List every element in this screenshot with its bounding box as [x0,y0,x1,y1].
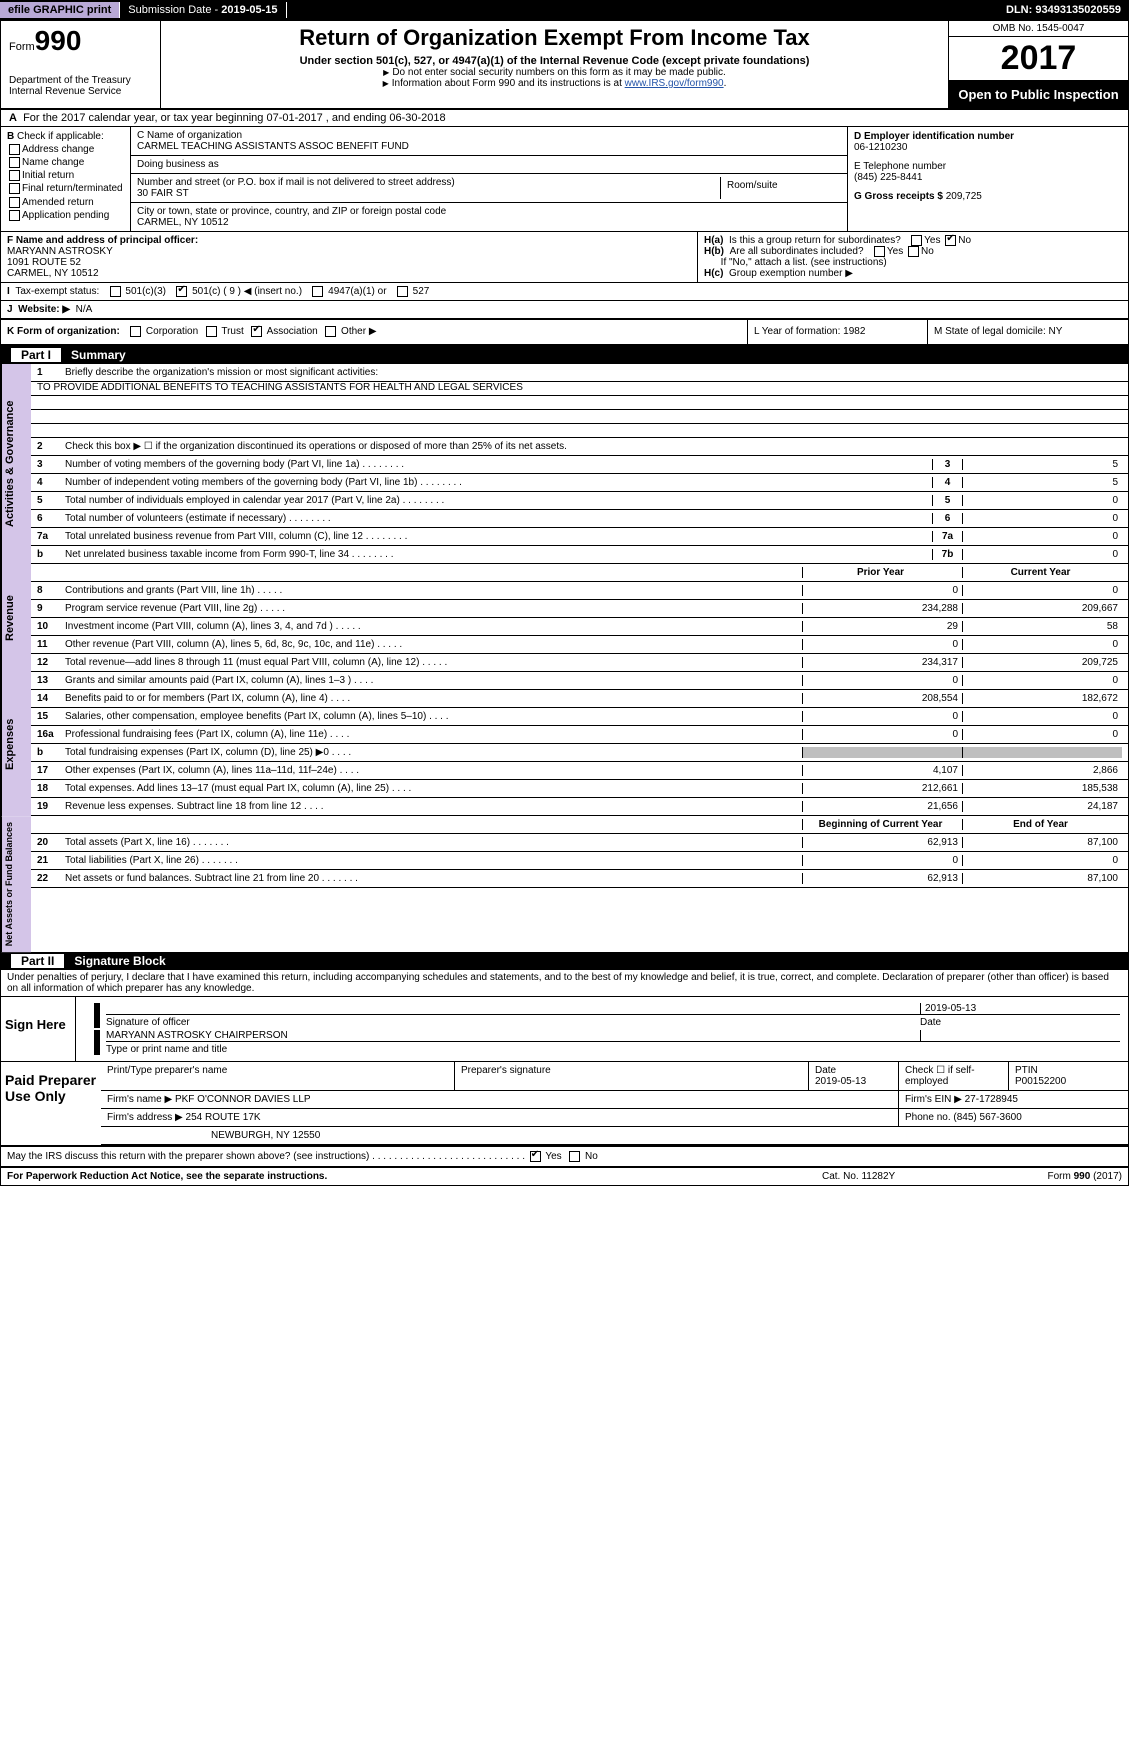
part2-header: Part II Signature Block [1,952,1128,970]
part1-netassets: Net Assets or Fund Balances Beginning of… [1,816,1128,952]
col-d: D Employer identification number06-12102… [848,127,1128,231]
row-a: A For the 2017 calendar year, or tax yea… [1,110,1128,127]
tax-year: 2017 [949,37,1128,81]
row-j: J Website: ▶ N/A [1,301,1128,320]
org-name: CARMEL TEACHING ASSISTANTS ASSOC BENEFIT… [137,141,841,152]
mission-text: TO PROVIDE ADDITIONAL BENEFITS TO TEACHI… [31,382,1128,396]
col-b: B Check if applicable: Address change Na… [1,127,131,231]
part1-header: Part I Summary [1,346,1128,364]
efile-badge: efile GRAPHIC print [0,2,120,18]
part1-revenue: Revenue Prior YearCurrent Year 8Contribu… [1,564,1128,672]
row-i: I Tax-exempt status: 501(c)(3) 501(c) ( … [1,283,1128,301]
row-k: K Form of organization: Corporation Trus… [1,320,1128,345]
dln-cell: DLN: 93493135020559 [998,2,1129,18]
section-bcd: B Check if applicable: Address change Na… [1,127,1128,232]
part1-activities: Activities & Governance 1Briefly describ… [1,364,1128,564]
part1-expenses: Expenses 13Grants and similar amounts pa… [1,672,1128,816]
header-left: Form990 Department of the Treasury Inter… [1,21,161,108]
topbar: efile GRAPHIC print Submission Date - 20… [0,0,1129,20]
dept-text: Department of the Treasury Internal Reve… [9,75,152,97]
col-c: C Name of organization CARMEL TEACHING A… [131,127,848,231]
header-right: OMB No. 1545-0047 2017 Open to Public In… [948,21,1128,108]
form-title: Return of Organization Exempt From Incom… [171,25,938,51]
preparer-block: Paid Preparer Use Only Print/Type prepar… [1,1062,1128,1147]
submission-cell: Submission Date - 2019-05-15 [120,2,286,18]
header-center: Return of Organization Exempt From Incom… [161,21,948,108]
discuss-row: May the IRS discuss this return with the… [1,1147,1128,1168]
form-container: Form990 Department of the Treasury Inter… [0,20,1129,1186]
sign-block: Sign Here 2019-05-13 Signature of office… [1,997,1128,1062]
irs-link[interactable]: www.IRS.gov/form990 [625,78,724,89]
footer: For Paperwork Reduction Act Notice, see … [1,1168,1128,1185]
form-header: Form990 Department of the Treasury Inter… [1,21,1128,110]
row-f-h: F Name and address of principal officer:… [1,232,1128,283]
